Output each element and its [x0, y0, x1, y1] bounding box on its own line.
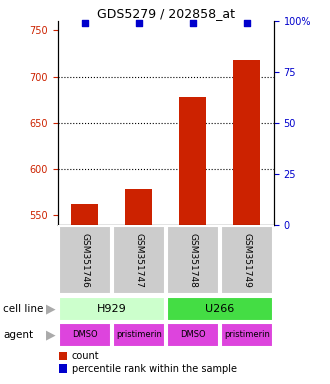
Bar: [179, 97, 206, 225]
Bar: [59, 364, 67, 373]
Text: H929: H929: [97, 304, 127, 314]
Point: [244, 20, 249, 26]
Text: ▶: ▶: [46, 328, 56, 341]
Bar: [221, 226, 273, 294]
Bar: [167, 297, 273, 321]
Bar: [167, 226, 219, 294]
Text: U266: U266: [205, 304, 235, 314]
Text: GSM351746: GSM351746: [80, 233, 89, 288]
Bar: [113, 323, 165, 347]
Text: pristimerin: pristimerin: [224, 330, 270, 339]
Bar: [59, 226, 111, 294]
Title: GDS5279 / 202858_at: GDS5279 / 202858_at: [97, 7, 235, 20]
Text: DMSO: DMSO: [72, 330, 98, 339]
Text: percentile rank within the sample: percentile rank within the sample: [72, 364, 237, 374]
Point: [136, 20, 142, 26]
Text: ▶: ▶: [46, 302, 56, 315]
Bar: [59, 297, 165, 321]
Text: cell line: cell line: [3, 304, 44, 314]
Point: [190, 20, 195, 26]
Bar: [167, 323, 219, 347]
Bar: [59, 351, 67, 360]
Text: GSM351747: GSM351747: [134, 233, 143, 288]
Bar: [59, 323, 111, 347]
Text: count: count: [72, 351, 99, 361]
Bar: [233, 60, 260, 225]
Bar: [221, 323, 273, 347]
Bar: [125, 189, 152, 225]
Text: pristimerin: pristimerin: [116, 330, 162, 339]
Text: agent: agent: [3, 330, 33, 340]
Text: DMSO: DMSO: [180, 330, 206, 339]
Text: GSM351749: GSM351749: [242, 233, 251, 288]
Point: [82, 20, 87, 26]
Bar: [71, 204, 98, 225]
Text: GSM351748: GSM351748: [188, 233, 197, 288]
Bar: [113, 226, 165, 294]
